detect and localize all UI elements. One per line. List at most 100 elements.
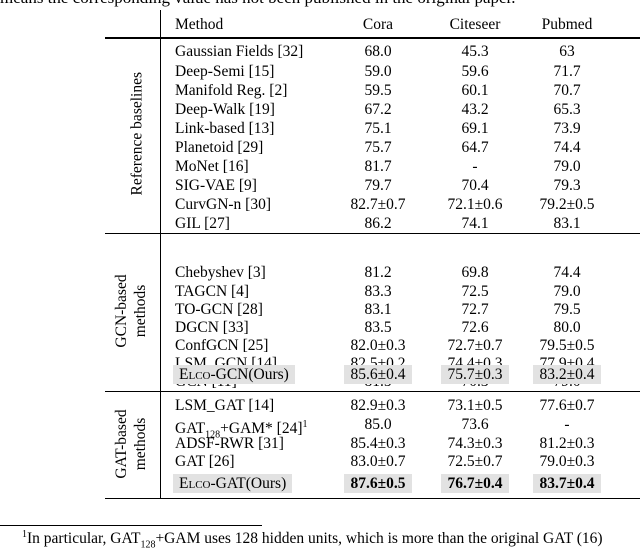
gcn-ours-method-highlight: Elco-GCN(Ours) bbox=[173, 365, 295, 384]
cell-citeseer: 72.7±0.7 bbox=[447, 337, 503, 354]
header-citeseer: Citeseer bbox=[449, 16, 501, 33]
gcn-ours-citeseer: 75.7±0.3 bbox=[420, 365, 530, 385]
table-row: Planetoid [29] bbox=[175, 139, 264, 156]
gat-ours-pubmed: 83.7±0.4 bbox=[512, 474, 622, 494]
cell-pubmed: 79.3 bbox=[553, 177, 581, 194]
cell-citeseer: 45.3 bbox=[461, 43, 489, 60]
gat-ours-cora: 87.6±0.5 bbox=[323, 474, 433, 494]
table-top-rule bbox=[105, 37, 640, 38]
cell-pubmed: - bbox=[564, 416, 570, 433]
cell-cora: 75.7 bbox=[364, 139, 392, 156]
cell-cora: 82.9±0.3 bbox=[350, 397, 406, 414]
gcn-ours-cora: 85.6±0.4 bbox=[323, 365, 433, 385]
cell-citeseer: - bbox=[472, 158, 478, 175]
cell-cora: 81.7 bbox=[364, 158, 392, 175]
cell-pubmed: 80.0 bbox=[553, 319, 581, 336]
table-row: Deep-Walk [19] bbox=[175, 101, 275, 118]
cell-pubmed: 79.5±0.5 bbox=[539, 337, 595, 354]
table-row: LSM_GAT [14] bbox=[175, 397, 275, 414]
cell-citeseer: 70.4 bbox=[461, 177, 489, 194]
gat-ours-method-highlight: Elco-GAT(Ours) bbox=[173, 474, 293, 493]
footnote-rule bbox=[0, 525, 262, 526]
gat-ours-method: Elco-GAT(Ours) bbox=[173, 474, 293, 494]
cell-pubmed: 79.2±0.5 bbox=[539, 196, 595, 213]
cell-pubmed: 74.4 bbox=[553, 264, 581, 281]
cell-pubmed: 79.0±0.3 bbox=[539, 453, 595, 470]
cell-cora: 81.2 bbox=[364, 264, 392, 281]
cell-pubmed: 71.7 bbox=[553, 63, 581, 80]
cell-pubmed: 73.9 bbox=[553, 120, 581, 137]
cell-citeseer: 64.7 bbox=[461, 139, 489, 156]
cell-citeseer: 72.6 bbox=[461, 319, 489, 336]
cell-pubmed: 81.2±0.3 bbox=[539, 435, 595, 452]
header-method: Method bbox=[175, 16, 224, 33]
group-label-gcn: GCN-based methods bbox=[112, 261, 150, 361]
table-row: GAT [26] bbox=[175, 453, 235, 470]
group-label-gcn-line2: methods bbox=[132, 284, 149, 338]
cell-cora: 85.0 bbox=[364, 416, 392, 433]
table-row: TO-GCN [28] bbox=[175, 301, 263, 318]
cell-cora: 83.1 bbox=[364, 301, 392, 318]
cell-citeseer: 72.1±0.6 bbox=[447, 196, 503, 213]
cell-citeseer: 73.1±0.5 bbox=[447, 397, 503, 414]
group-label-gcn-line1: GCN-based bbox=[113, 274, 130, 348]
header-pubmed: Pubmed bbox=[541, 16, 593, 33]
group-divider bbox=[160, 10, 161, 498]
cell-cora: 67.2 bbox=[364, 101, 392, 118]
cell-cora: 83.3 bbox=[364, 283, 392, 300]
group-label-gat-line1: GAT-based bbox=[113, 409, 130, 479]
cell-citeseer: 43.2 bbox=[461, 101, 489, 118]
cell-citeseer: 74.1 bbox=[461, 215, 489, 232]
cell-pubmed: 65.3 bbox=[553, 101, 581, 118]
cell-citeseer: 60.1 bbox=[461, 82, 489, 99]
cell-citeseer: 69.8 bbox=[461, 264, 489, 281]
cell-cora: 68.0 bbox=[364, 43, 392, 60]
cell-cora: 59.5 bbox=[364, 82, 392, 99]
table-row: Chebyshev [3] bbox=[175, 264, 266, 281]
cell-cora: 83.5 bbox=[364, 319, 392, 336]
group-rule-1 bbox=[105, 233, 640, 234]
table-row: ConfGCN [25] bbox=[175, 337, 269, 354]
cell-pubmed: 79.5 bbox=[553, 301, 581, 318]
cell-citeseer: 72.7 bbox=[461, 301, 489, 318]
table-row: DGCN [33] bbox=[175, 319, 249, 336]
group-label-gat-line2: methods bbox=[132, 417, 149, 471]
table-row: SIG-VAE [9] bbox=[175, 177, 257, 194]
caption-fragment: means the corresponding value has not be… bbox=[0, 0, 640, 8]
cell-pubmed: 79.0 bbox=[553, 283, 581, 300]
cell-cora: 79.7 bbox=[364, 177, 392, 194]
cell-pubmed: 77.6±0.7 bbox=[539, 397, 595, 414]
cell-pubmed: 63 bbox=[559, 43, 575, 60]
header-cora: Cora bbox=[362, 16, 394, 33]
cell-citeseer: 69.1 bbox=[461, 120, 489, 137]
gat-ours-citeseer: 76.7±0.4 bbox=[420, 474, 530, 494]
table-row: GIL [27] bbox=[175, 215, 230, 232]
table-row: Link-based [13] bbox=[175, 120, 275, 137]
group-rule-2 bbox=[105, 391, 640, 392]
cell-cora: 86.2 bbox=[364, 215, 392, 232]
table-row: MoNet [16] bbox=[175, 158, 249, 175]
cell-citeseer: 74.3±0.3 bbox=[447, 435, 503, 452]
table-row: Deep-Semi [15] bbox=[175, 63, 275, 80]
cell-cora: 82.0±0.3 bbox=[350, 337, 406, 354]
cell-cora: 85.4±0.3 bbox=[350, 435, 406, 452]
cell-pubmed: 83.1 bbox=[553, 215, 581, 232]
cell-pubmed: 79.0 bbox=[553, 158, 581, 175]
table-bottom-rule bbox=[105, 498, 640, 499]
cell-citeseer: 73.6 bbox=[461, 416, 489, 433]
cell-cora: 82.7±0.7 bbox=[350, 196, 406, 213]
cell-cora: 75.1 bbox=[364, 120, 392, 137]
cell-cora: 83.0±0.7 bbox=[350, 453, 406, 470]
cell-pubmed: 70.7 bbox=[553, 82, 581, 99]
cell-citeseer: 72.5±0.7 bbox=[447, 453, 503, 470]
cell-cora: 59.0 bbox=[364, 63, 392, 80]
table-row: Manifold Reg. [2] bbox=[175, 82, 288, 99]
gcn-ours-method: Elco-GCN(Ours) bbox=[173, 365, 295, 385]
group-label-reference: Reference baselines bbox=[128, 71, 146, 196]
cell-citeseer: 72.5 bbox=[461, 283, 489, 300]
table-row: TAGCN [4] bbox=[175, 283, 250, 300]
header-rule bbox=[105, 38, 640, 39]
table-row: CurvGN-n [30] bbox=[175, 196, 271, 213]
table-row: ADSF-RWR [31] bbox=[175, 435, 284, 452]
footnote: 1In particular, GAT128+GAM uses 128 hidd… bbox=[22, 529, 603, 550]
